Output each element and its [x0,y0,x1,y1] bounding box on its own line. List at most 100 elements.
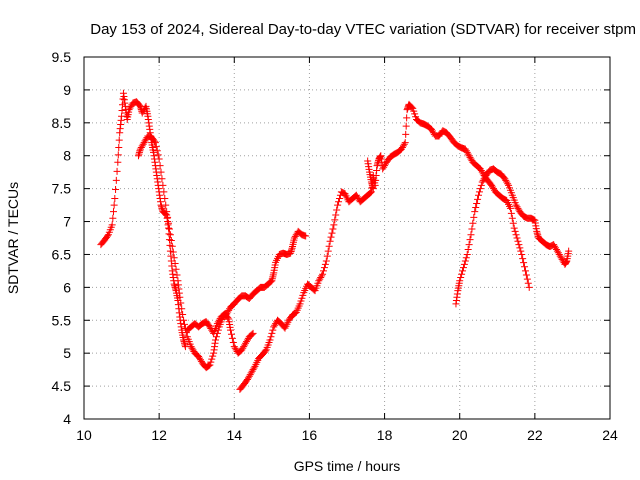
y-tick-label: 5.5 [52,312,72,328]
data-point [473,199,481,207]
data-point [170,254,178,262]
data-point [155,155,163,163]
data-point [511,227,519,235]
data-point [302,232,310,240]
data-point [477,181,485,189]
data-point [162,201,170,209]
y-tick-label: 7.5 [52,181,72,197]
data-point [209,352,217,360]
data-point [521,267,529,275]
data-point [475,188,483,196]
x-tick-label: 20 [452,427,468,443]
data-point [334,201,342,209]
x-tick-label: 18 [377,427,393,443]
data-point [330,221,338,229]
data-point [514,237,522,245]
data-point [328,229,336,237]
data-point [474,195,482,203]
data-point [173,271,181,279]
data-point [329,225,337,233]
data-point [456,277,464,285]
data-point [324,247,332,255]
data-point [516,244,524,252]
data-point [335,195,343,203]
data-point [402,122,410,130]
data-point [332,211,340,219]
data-point [112,185,120,193]
data-point [227,330,235,338]
y-tick-label: 6.5 [52,246,72,262]
data-point [457,273,465,281]
data-point [161,195,169,203]
y-tick-label: 9 [63,82,71,98]
data-point [103,232,111,240]
data-point [152,143,160,151]
x-tick-label: 10 [76,427,92,443]
data-point [248,330,256,338]
data-point [476,185,484,193]
data-point [459,264,467,272]
data-point [402,130,410,138]
data-point [268,329,276,337]
data-point [228,334,236,342]
data-point [458,270,466,278]
data-point [325,242,333,250]
y-axis-label: SDTVAR / TECUs [5,182,21,294]
data-point [167,236,175,244]
data-point [460,260,468,268]
data-point [150,137,158,145]
data-point [156,162,164,170]
data-point [109,208,117,216]
data-point [115,136,123,144]
data-point [467,231,475,239]
data-point [519,255,527,263]
data-point [158,175,166,183]
data-point [320,264,328,272]
data-point [466,236,474,244]
data-point [208,355,216,363]
data-point [112,176,120,184]
data-point [111,195,119,203]
data-point [403,114,411,122]
data-point [179,311,187,319]
data-point [512,231,520,239]
data-point [165,219,173,227]
data-point [266,336,274,344]
series-track-6 [452,165,573,308]
data-point [520,259,528,267]
data-point [180,316,188,324]
data-point [178,305,186,313]
data-point [521,263,529,271]
y-tick-labels: 4 4.5 5 5.5 6 6.5 7 7.5 8 8.5 9 9.5 [52,49,72,427]
data-point [164,213,172,221]
data-point [229,338,237,346]
data-point [366,189,374,197]
y-tick-label: 4.5 [52,378,72,394]
data-point [518,250,526,258]
axis-ticks [83,56,611,420]
data-point [461,257,469,265]
data-point [462,254,470,262]
data-point [468,225,476,233]
data-point [109,214,117,222]
data-point [205,362,213,370]
data-point [524,279,532,287]
data-point [172,265,180,273]
data-point [157,168,165,176]
data-point [207,358,215,366]
x-axis-label: GPS time / hours [294,458,401,474]
data-point [475,191,482,199]
data-point [401,139,409,147]
x-tick-label: 22 [527,427,543,443]
data-point [171,260,179,268]
data-point [160,188,168,196]
data-point [322,257,330,265]
x-tick-labels: 10 12 14 16 18 20 22 24 [76,427,618,443]
plot-frame [83,56,611,420]
data-point [472,204,480,212]
data-point [465,241,473,249]
data-point [335,198,343,206]
data-point [153,147,161,155]
data-point [471,208,479,216]
